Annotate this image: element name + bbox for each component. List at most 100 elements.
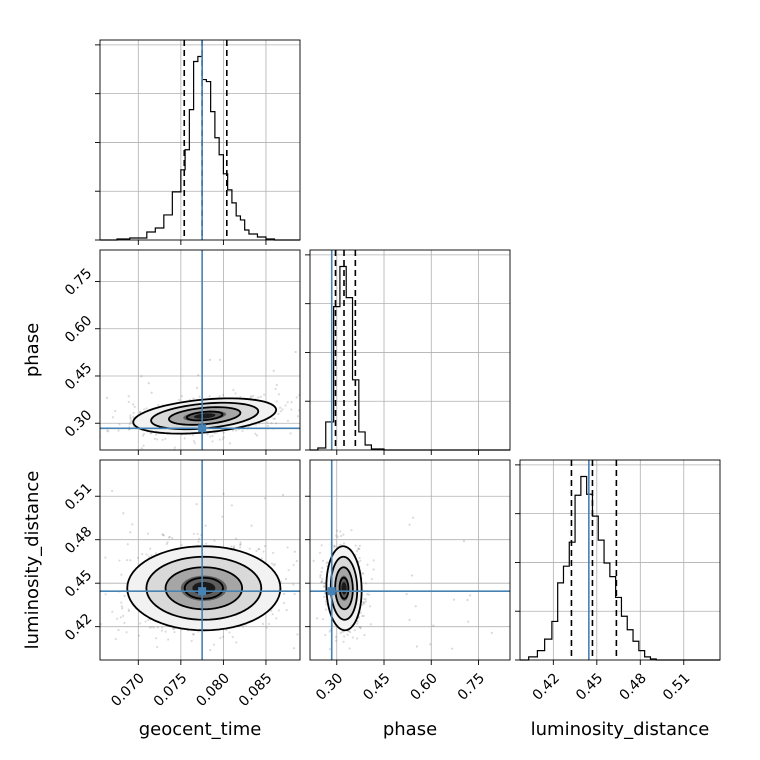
sample-point xyxy=(120,605,123,608)
sample-point xyxy=(261,622,265,626)
contour-line xyxy=(325,545,363,632)
sample-point xyxy=(205,542,208,545)
sample-point xyxy=(123,621,126,625)
sample-point xyxy=(363,597,366,601)
sample-point xyxy=(127,395,130,398)
sample-point xyxy=(222,431,225,434)
sample-point xyxy=(111,610,114,613)
sample-point xyxy=(150,391,153,394)
sample-point xyxy=(218,438,221,441)
sample-point xyxy=(222,492,225,495)
panel-content xyxy=(100,460,302,660)
sample-point xyxy=(221,515,224,518)
x-tick-label: 0.080 xyxy=(193,670,233,710)
sample-point xyxy=(120,601,123,604)
sample-point xyxy=(323,585,326,588)
density-fill xyxy=(193,413,216,419)
sample-point xyxy=(164,437,167,440)
sample-point xyxy=(351,636,354,639)
sample-point xyxy=(272,551,275,554)
sample-point xyxy=(180,395,184,398)
sample-point xyxy=(348,647,351,650)
x-tick-label: 0.51 xyxy=(660,670,693,703)
sample-point xyxy=(122,614,125,617)
sample-point xyxy=(241,429,244,432)
sample-point xyxy=(356,622,359,625)
sample-point xyxy=(218,395,221,398)
panel-content xyxy=(100,250,300,450)
histogram-luminosity_distance xyxy=(520,475,720,661)
sample-point xyxy=(161,533,165,537)
sample-point xyxy=(147,555,150,558)
sample-point xyxy=(286,546,289,549)
sample-point xyxy=(129,416,132,419)
sample-point xyxy=(284,404,287,407)
sample-point xyxy=(341,446,343,448)
sample-point xyxy=(161,438,164,442)
sample-point xyxy=(150,554,153,557)
sample-point xyxy=(370,578,373,581)
sample-point xyxy=(161,533,164,536)
sample-point xyxy=(213,539,216,542)
sample-point xyxy=(127,608,130,611)
sample-point xyxy=(292,647,296,650)
x-tick-label: 0.60 xyxy=(408,670,441,703)
x-tick-label: 0.42 xyxy=(530,670,563,703)
sample-point xyxy=(265,626,268,629)
sample-point xyxy=(228,631,231,634)
sample-point xyxy=(432,624,435,627)
sample-point xyxy=(335,534,338,537)
sample-point xyxy=(155,637,158,640)
sample-point xyxy=(161,626,164,629)
sample-point xyxy=(139,411,142,414)
sample-point xyxy=(211,440,214,443)
sample-point xyxy=(367,593,371,596)
sample-point xyxy=(357,547,360,550)
sample-point xyxy=(274,387,277,391)
sample-point xyxy=(206,433,209,436)
panel-frame xyxy=(309,249,511,451)
sample-point xyxy=(414,605,417,608)
sample-point xyxy=(342,640,345,643)
sample-point xyxy=(293,550,297,553)
sample-point xyxy=(467,620,470,623)
sample-point xyxy=(139,411,142,414)
sample-point xyxy=(211,434,214,438)
sample-point xyxy=(239,542,242,546)
sample-point xyxy=(359,627,362,630)
sample-point xyxy=(300,561,302,563)
sample-point xyxy=(263,544,267,548)
sample-point xyxy=(122,512,125,515)
sample-point xyxy=(346,633,349,636)
sample-point xyxy=(155,433,158,436)
sample-point xyxy=(104,556,107,559)
sample-point xyxy=(121,607,124,610)
sample-point xyxy=(328,647,331,651)
sample-point xyxy=(279,406,282,409)
sample-point xyxy=(290,408,293,411)
sample-point xyxy=(266,424,270,428)
sample-point xyxy=(173,630,176,634)
sample-point xyxy=(208,358,212,361)
sample-point xyxy=(387,690,389,692)
sample-point xyxy=(412,516,415,519)
sample-point xyxy=(321,566,324,570)
sample-point xyxy=(358,625,361,629)
sample-point xyxy=(325,561,328,565)
sample-point xyxy=(196,532,199,536)
sample-point xyxy=(350,529,353,532)
sample-point xyxy=(131,523,134,526)
y-axis-label-luminosity_distance: luminosity_distance xyxy=(22,471,43,650)
sample-point xyxy=(294,350,297,354)
sample-point xyxy=(335,529,339,532)
x-axis-label-luminosity_distance: luminosity_distance xyxy=(531,719,710,740)
sample-point xyxy=(221,635,225,638)
sample-point xyxy=(272,564,275,567)
sample-point xyxy=(321,618,325,621)
sample-point xyxy=(133,405,136,408)
sample-point xyxy=(190,639,193,642)
contour-line xyxy=(329,555,359,621)
sample-point xyxy=(408,523,411,526)
sample-point xyxy=(364,598,367,601)
sample-point xyxy=(125,631,128,634)
